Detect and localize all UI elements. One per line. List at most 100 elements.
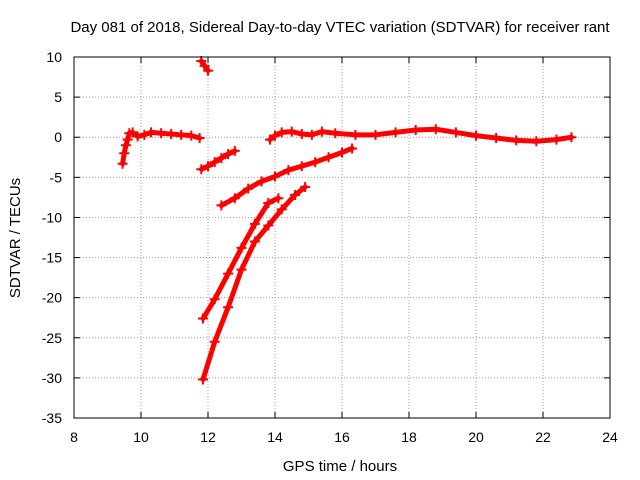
x-tick-label: 16 bbox=[334, 429, 350, 445]
y-tick-label: 10 bbox=[46, 49, 62, 65]
data-point bbox=[156, 128, 167, 139]
data-point bbox=[410, 125, 421, 136]
data-point bbox=[146, 127, 157, 138]
chart-title: Day 081 of 2018, Sidereal Day-to-day VTE… bbox=[70, 19, 610, 36]
data-point bbox=[176, 129, 187, 140]
data-point bbox=[209, 336, 220, 347]
data-point bbox=[203, 161, 213, 172]
data-point bbox=[370, 129, 381, 140]
series-arc-steep-a bbox=[197, 193, 284, 324]
data-point bbox=[296, 129, 307, 140]
data-point bbox=[132, 131, 143, 142]
data-point bbox=[350, 129, 361, 140]
data-point bbox=[229, 193, 240, 204]
data-point bbox=[236, 264, 247, 275]
data-point bbox=[216, 200, 227, 211]
data-point bbox=[186, 130, 197, 141]
data-point bbox=[209, 294, 220, 305]
data-point bbox=[273, 193, 284, 204]
x-tick-label: 8 bbox=[70, 429, 78, 445]
y-tick-label: -30 bbox=[42, 370, 62, 386]
data-point bbox=[120, 140, 131, 151]
data-series bbox=[117, 56, 577, 385]
data-point bbox=[450, 127, 461, 138]
data-point bbox=[223, 268, 234, 279]
data-point bbox=[194, 133, 205, 144]
series-arc-early-near-zero bbox=[117, 127, 205, 169]
data-point bbox=[263, 198, 274, 209]
data-point bbox=[566, 132, 577, 143]
data-point bbox=[296, 161, 307, 172]
data-point bbox=[283, 165, 294, 176]
data-point bbox=[196, 164, 207, 175]
y-tick-label: -10 bbox=[42, 209, 62, 225]
data-point bbox=[316, 126, 327, 137]
y-tick-label: -35 bbox=[42, 410, 62, 426]
data-point bbox=[286, 126, 297, 137]
data-point bbox=[300, 181, 311, 192]
data-point bbox=[166, 129, 177, 140]
series-arc-short-rising bbox=[196, 145, 240, 175]
data-point bbox=[290, 189, 301, 200]
series-arc-steep-b bbox=[197, 181, 311, 385]
data-point bbox=[119, 148, 130, 159]
grid bbox=[74, 57, 610, 418]
series-arc-long-rising bbox=[216, 143, 358, 211]
series-arc-late-near-zero bbox=[264, 124, 577, 147]
data-point bbox=[270, 171, 280, 182]
y-tick-label: -20 bbox=[42, 290, 62, 306]
data-point bbox=[249, 236, 260, 247]
data-point bbox=[306, 129, 317, 140]
data-point bbox=[223, 302, 234, 313]
x-tick-label: 12 bbox=[200, 429, 216, 445]
data-point bbox=[203, 65, 213, 76]
data-point bbox=[197, 313, 208, 324]
data-point bbox=[276, 127, 287, 138]
y-tick-label: -15 bbox=[42, 250, 62, 266]
data-point bbox=[197, 374, 208, 385]
x-tick-label: 20 bbox=[468, 429, 484, 445]
data-point bbox=[531, 136, 542, 147]
data-point bbox=[337, 147, 347, 158]
y-tick-label: 5 bbox=[54, 89, 62, 105]
data-point bbox=[209, 157, 220, 168]
data-point bbox=[127, 127, 138, 138]
data-point bbox=[430, 124, 441, 135]
data-point bbox=[263, 220, 274, 231]
data-point bbox=[390, 127, 401, 138]
data-point bbox=[236, 242, 247, 253]
data-point bbox=[310, 157, 321, 168]
data-point bbox=[249, 218, 260, 229]
x-axis-label: GPS time / hours bbox=[283, 458, 397, 475]
x-tick-label: 18 bbox=[401, 429, 417, 445]
data-point bbox=[264, 134, 275, 145]
data-point bbox=[276, 204, 287, 215]
data-point bbox=[223, 149, 234, 160]
y-tick-label: -5 bbox=[50, 169, 63, 185]
data-point bbox=[347, 143, 358, 154]
axis-ticks: 8 10 12 14 16 18 20 22 24 10 5 0 -5 -10 -15 -20 -25 -30 -3… bbox=[42, 49, 618, 445]
data-point bbox=[330, 128, 341, 139]
data-point bbox=[491, 133, 502, 144]
series-trace bbox=[200, 184, 308, 382]
data-point bbox=[551, 134, 562, 145]
data-point bbox=[216, 153, 227, 164]
data-point bbox=[471, 130, 481, 141]
y-tick-label: 0 bbox=[54, 129, 62, 145]
data-point bbox=[229, 145, 240, 156]
data-point bbox=[256, 176, 267, 187]
data-point bbox=[122, 134, 133, 145]
data-point bbox=[117, 158, 128, 169]
data-point bbox=[270, 130, 280, 141]
data-point bbox=[323, 152, 334, 163]
data-point bbox=[511, 135, 522, 146]
data-point bbox=[243, 183, 254, 194]
x-tick-label: 14 bbox=[267, 429, 283, 445]
series-arc-top bbox=[196, 56, 213, 76]
x-tick-label: 24 bbox=[602, 429, 618, 445]
y-tick-label: -25 bbox=[42, 330, 62, 346]
y-axis-label: SDTVAR / TECUs bbox=[7, 178, 24, 298]
x-tick-label: 22 bbox=[535, 429, 551, 445]
data-point bbox=[139, 129, 150, 140]
